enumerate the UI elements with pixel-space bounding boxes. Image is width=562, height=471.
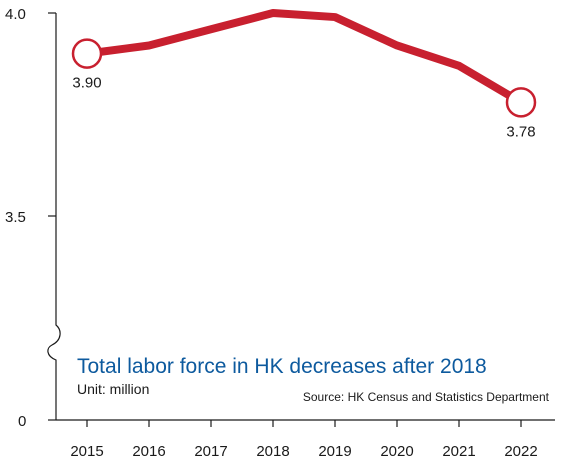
x-tick-label-2015: 2015	[70, 443, 103, 460]
point-label-layer: 3.90 3.78	[72, 75, 535, 141]
series-line-0	[83, 9, 525, 107]
chart-title: Total labor force in HK decreases after …	[77, 355, 487, 378]
x-tick-label-2020: 2020	[380, 443, 413, 460]
chart-unit: Unit: million	[77, 381, 150, 397]
x-tick-label-2022: 2022	[504, 443, 537, 460]
y-tick-label-0: 0	[18, 413, 26, 430]
series-layer	[83, 9, 525, 107]
x-tick-label-2017: 2017	[194, 443, 227, 460]
marker-layer	[71, 38, 537, 118]
x-axis-tick-labels: 2015 2016 2017 2018 2019 2020 2021 2022	[70, 443, 537, 460]
x-tick-label-2018: 2018	[256, 443, 289, 460]
data-label-2022: 3.78	[506, 123, 535, 140]
y-tick-label-3-5: 3.5	[5, 209, 26, 226]
endpoint-marker-2015	[71, 38, 103, 69]
x-axis-ticks	[86, 420, 522, 427]
x-tick-label-2019: 2019	[318, 443, 351, 460]
x-tick-label-2016: 2016	[132, 443, 165, 460]
data-label-2015: 3.90	[72, 75, 101, 92]
endpoint-marker-2022	[505, 87, 537, 118]
y-axis	[47, 13, 61, 420]
y-tick-label-4-0: 4.0	[5, 6, 26, 23]
chart-source: Source: HK Census and Statistics Departm…	[302, 390, 549, 404]
x-tick-label-2021: 2021	[442, 443, 475, 460]
